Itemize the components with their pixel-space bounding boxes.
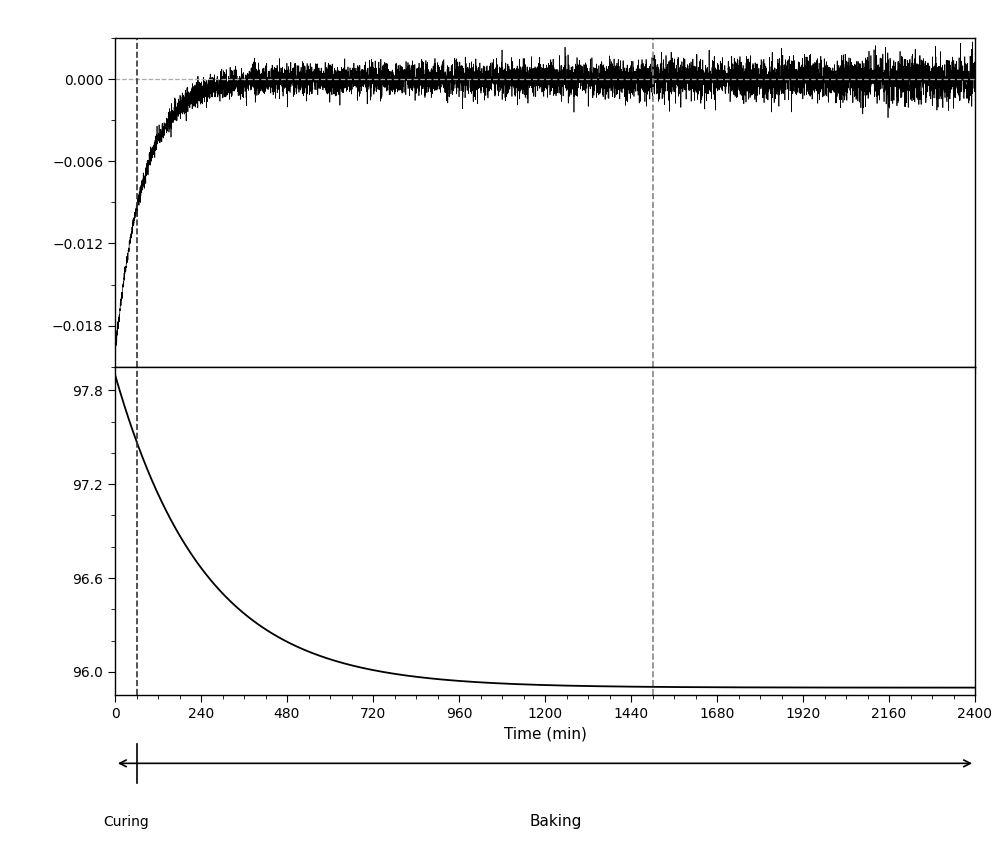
X-axis label: Time (min): Time (min): [504, 727, 586, 742]
Text: Curing: Curing: [103, 815, 149, 830]
Text: Baking: Baking: [530, 814, 582, 830]
